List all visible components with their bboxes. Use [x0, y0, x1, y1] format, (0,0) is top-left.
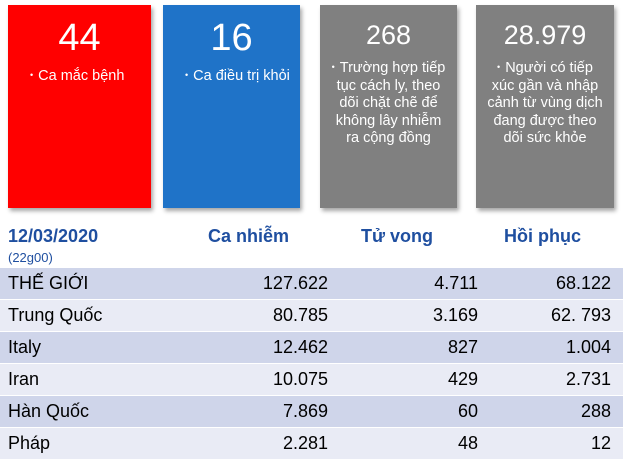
- bullet-icon: •: [331, 62, 335, 72]
- deaths-value: 60: [332, 395, 480, 428]
- quarantine-label: • Trường hợp tiếp tục cách ly, theo dõi c…: [331, 60, 446, 146]
- table-row: Italy 12.462 827 1.004: [0, 331, 623, 364]
- monitored-count: 28.979: [503, 20, 587, 50]
- recovered-label: • Ca điều trị khỏi: [185, 68, 290, 84]
- cases-value: 12.462: [188, 331, 332, 364]
- stats-table: THẾ GIỚI 127.622 4.711 68.122 Trung Quốc…: [0, 268, 623, 460]
- table-row: Pháp 2.281 48 12: [0, 427, 623, 460]
- deaths-value: 3.169: [332, 299, 480, 332]
- deaths-value: 429: [332, 363, 480, 396]
- deaths-value: 4.711: [332, 268, 480, 300]
- card-monitored: 28.979 • Người có tiếp xúc gần và nhập cả…: [476, 5, 614, 208]
- cases-value: 7.869: [188, 395, 332, 428]
- recovered-count: 16: [210, 17, 253, 59]
- recovered-value: 12: [480, 427, 623, 460]
- monitored-label: • Người có tiếp xúc gần và nhập cảnh từ v…: [487, 60, 603, 146]
- table-date: 12/03/2020: [8, 226, 99, 246]
- recovered-value: 288: [480, 395, 623, 428]
- country-name: THẾ GIỚI: [0, 268, 188, 300]
- header-recovered: Hồi phục: [504, 226, 581, 246]
- quarantine-count: 268: [365, 20, 412, 50]
- bullet-icon: •: [185, 70, 189, 80]
- table-row: Trung Quốc 80.785 3.169 62. 793: [0, 299, 623, 332]
- deaths-value: 827: [332, 331, 480, 364]
- country-name: Italy: [0, 331, 188, 364]
- table-header: 12/03/2020 (22g00) Ca nhiễm Tử vong Hồi …: [0, 222, 623, 267]
- recovered-value: 1.004: [480, 331, 623, 364]
- recovered-value: 68.122: [480, 268, 623, 300]
- cases-value: 2.281: [188, 427, 332, 460]
- card-cases: 44 • Ca mắc bệnh: [8, 5, 151, 208]
- table-row: THẾ GIỚI 127.622 4.711 68.122: [0, 268, 623, 300]
- cases-value: 10.075: [188, 363, 332, 396]
- country-name: Iran: [0, 363, 188, 396]
- cases-count: 44: [58, 17, 101, 59]
- recovered-value: 62. 793: [480, 299, 623, 332]
- country-name: Hàn Quốc: [0, 395, 188, 428]
- recovered-value: 2.731: [480, 363, 623, 396]
- cases-value: 80.785: [188, 299, 332, 332]
- card-quarantine: 268 • Trường hợp tiếp tục cách ly, theo d…: [320, 5, 457, 208]
- header-cases: Ca nhiễm: [208, 226, 290, 246]
- bullet-icon: •: [30, 70, 34, 80]
- table-time: (22g00): [8, 250, 53, 265]
- table-row: Hàn Quốc 7.869 60 288: [0, 395, 623, 428]
- country-name: Trung Quốc: [0, 299, 188, 332]
- country-name: Pháp: [0, 427, 188, 460]
- card-recovered: 16 • Ca điều trị khỏi: [163, 5, 300, 208]
- bullet-icon: •: [497, 62, 501, 72]
- deaths-value: 48: [332, 427, 480, 460]
- header-deaths: Tử vong: [361, 226, 434, 246]
- cases-label: • Ca mắc bệnh: [30, 68, 125, 84]
- table-row: Iran 10.075 429 2.731: [0, 363, 623, 396]
- cases-value: 127.622: [188, 268, 332, 300]
